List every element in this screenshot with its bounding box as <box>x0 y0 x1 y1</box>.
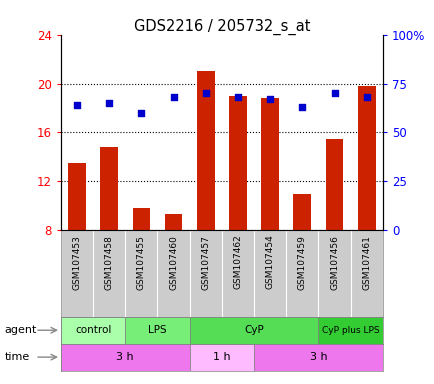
Text: agent: agent <box>4 325 36 335</box>
Bar <box>189 317 318 344</box>
Bar <box>61 344 189 371</box>
Point <box>298 104 305 110</box>
Text: GSM107457: GSM107457 <box>201 235 210 290</box>
Bar <box>197 71 214 230</box>
Bar <box>189 344 253 371</box>
Bar <box>229 96 246 230</box>
Text: GSM107456: GSM107456 <box>329 235 338 290</box>
Text: GSM107460: GSM107460 <box>169 235 178 290</box>
Point <box>234 94 241 100</box>
Text: CyP plus LPS: CyP plus LPS <box>321 326 378 335</box>
Bar <box>100 147 118 230</box>
Point <box>266 96 273 102</box>
Point <box>105 100 112 106</box>
Text: GSM107454: GSM107454 <box>265 235 274 290</box>
Bar <box>357 86 375 230</box>
Text: GSM107461: GSM107461 <box>362 235 370 290</box>
Bar <box>318 317 382 344</box>
Bar <box>325 139 342 230</box>
Text: time: time <box>4 352 30 362</box>
Point <box>170 94 177 100</box>
Title: GDS2216 / 205732_s_at: GDS2216 / 205732_s_at <box>133 18 309 35</box>
Point <box>73 102 80 108</box>
Text: LPS: LPS <box>148 325 166 335</box>
Bar <box>261 98 278 230</box>
Bar <box>293 194 310 230</box>
Text: CyP: CyP <box>243 325 263 335</box>
Text: control: control <box>75 325 111 335</box>
Point <box>330 90 337 96</box>
Point <box>138 110 145 116</box>
Bar <box>164 215 182 230</box>
Bar <box>253 344 382 371</box>
Text: GSM107459: GSM107459 <box>297 235 306 290</box>
Text: GSM107458: GSM107458 <box>105 235 113 290</box>
Text: GSM107455: GSM107455 <box>137 235 145 290</box>
Bar <box>61 317 125 344</box>
Text: 3 h: 3 h <box>116 352 134 362</box>
Text: GSM107462: GSM107462 <box>233 235 242 290</box>
Bar <box>125 317 189 344</box>
Bar <box>68 163 85 230</box>
Text: 1 h: 1 h <box>213 352 230 362</box>
Text: GSM107453: GSM107453 <box>72 235 81 290</box>
Point <box>362 94 369 100</box>
Point <box>202 90 209 96</box>
Bar <box>132 209 150 230</box>
Text: 3 h: 3 h <box>309 352 326 362</box>
